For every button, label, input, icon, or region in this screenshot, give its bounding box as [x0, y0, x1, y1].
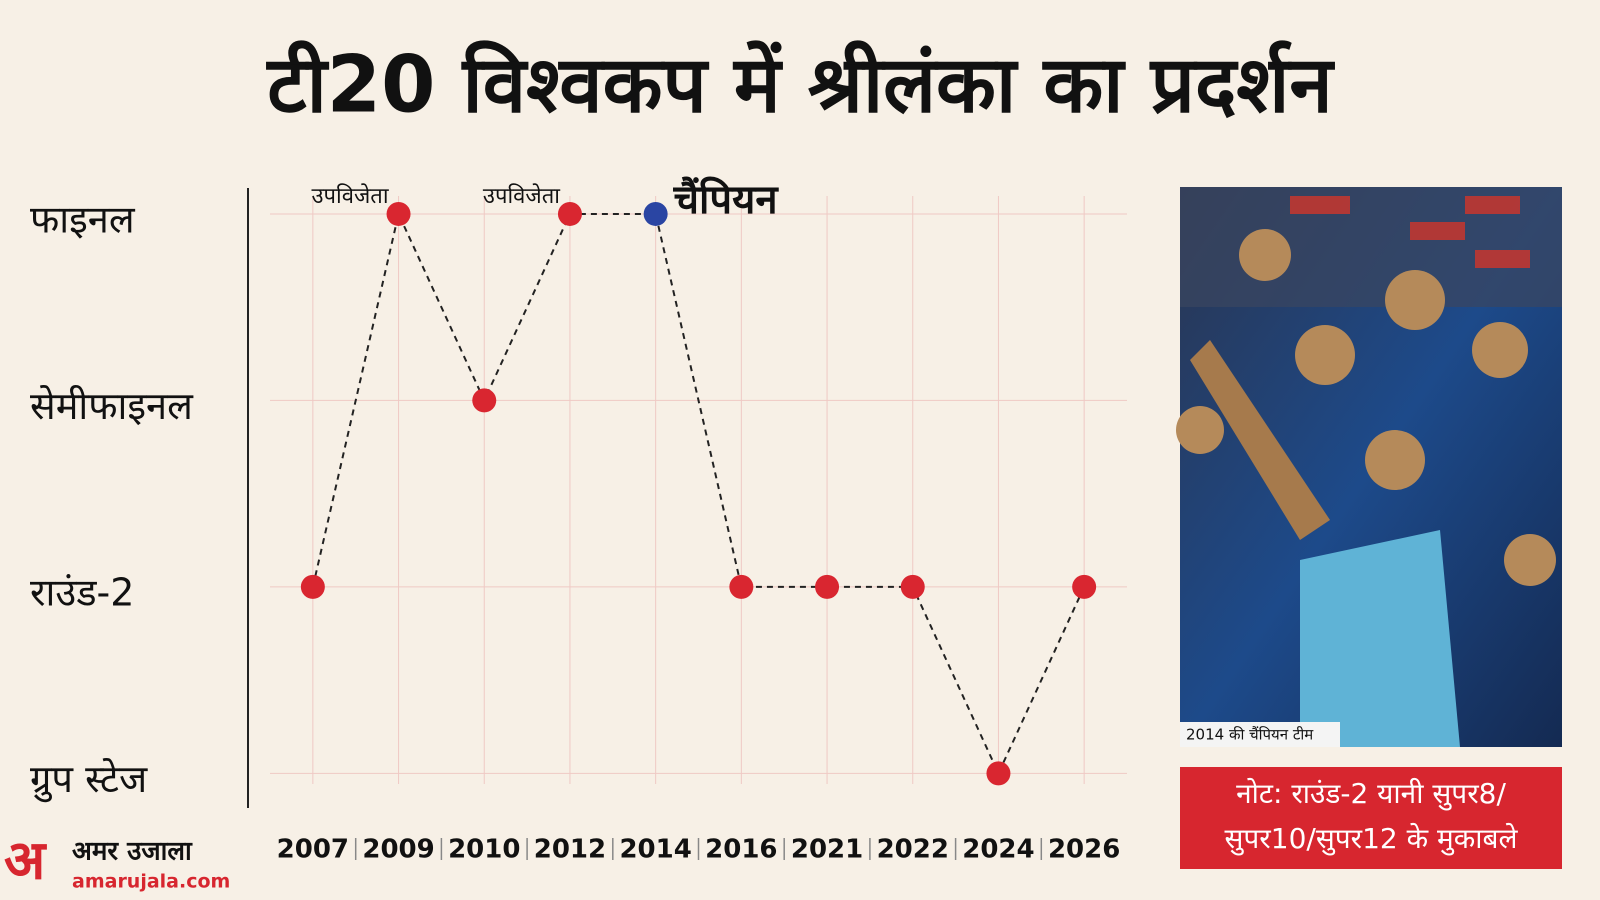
- chart-title: टी20 विश्वकप में श्रीलंका का प्रदर्शन: [265, 39, 1335, 130]
- data-point: [300, 574, 325, 599]
- y-tick-label: राउंड-2: [30, 570, 134, 614]
- point-label: उपविजेता: [483, 183, 560, 209]
- data-point: [815, 574, 840, 599]
- data-point: [729, 574, 754, 599]
- x-tick-label: 2012: [534, 835, 606, 865]
- data-point: [643, 201, 668, 226]
- y-tick-label: सेमीफाइनल: [30, 384, 194, 428]
- x-tick-label: 2016: [705, 835, 777, 865]
- data-point: [900, 574, 925, 599]
- x-tick-label: 2007: [277, 835, 349, 865]
- series-line: [311, 210, 1086, 776]
- team-photo: 2014 की चैंपियन टीम: [1176, 187, 1562, 747]
- x-tick-label: 2014: [619, 835, 691, 865]
- point-label: उपविजेता: [312, 183, 389, 209]
- x-tick-label: 2022: [877, 835, 949, 865]
- photo-caption: 2014 की चैंपियन टीम: [1186, 726, 1314, 744]
- x-tick-label: 2010: [448, 835, 520, 865]
- x-tick-label: 2021: [791, 835, 863, 865]
- data-point: [557, 201, 582, 226]
- y-tick-label: ग्रुप स्टेज: [30, 757, 148, 803]
- logo-name: अमर उजाला: [72, 837, 193, 867]
- x-tick-label: 2024: [962, 835, 1034, 865]
- data-point: [472, 388, 497, 413]
- note-line: नोट: राउंड-2 यानी सुपर8/: [1236, 777, 1506, 811]
- data-point: [386, 201, 411, 226]
- data-point: [986, 761, 1011, 786]
- point-label: चैंपियन: [673, 176, 780, 223]
- note-line: सुपर10/सुपर12 के मुकाबले: [1224, 822, 1518, 856]
- data-point: [1072, 574, 1097, 599]
- x-tick-label: 2009: [362, 835, 434, 865]
- logo-site: amarujala.com: [72, 871, 230, 893]
- y-tick-label: फाइनल: [30, 197, 136, 241]
- x-tick-label: 2026: [1048, 835, 1120, 865]
- logo-mark: अ: [4, 829, 47, 892]
- note-box: [1180, 767, 1562, 869]
